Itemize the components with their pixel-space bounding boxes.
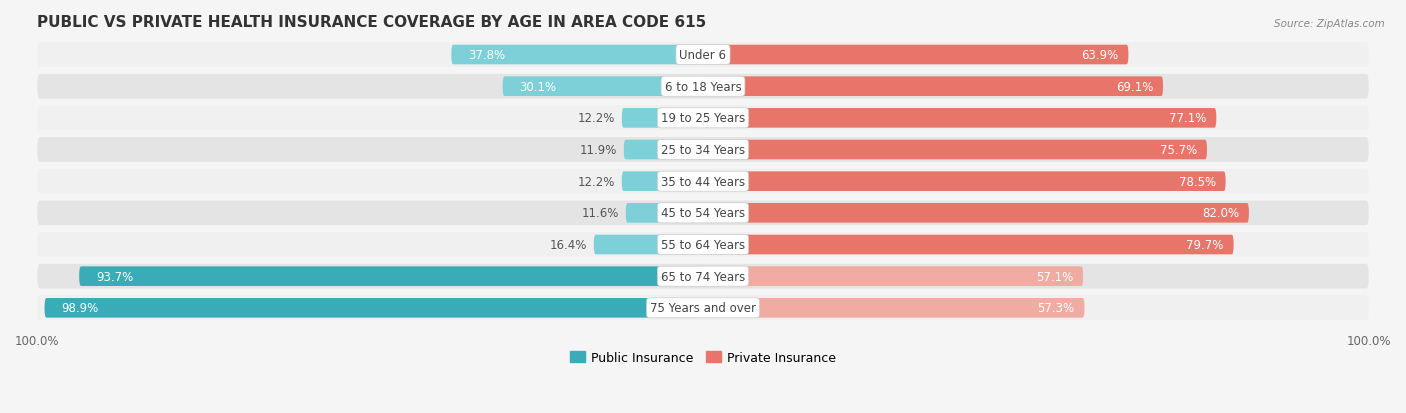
Text: 82.0%: 82.0% bbox=[1202, 207, 1239, 220]
Text: 69.1%: 69.1% bbox=[1116, 81, 1153, 93]
FancyBboxPatch shape bbox=[626, 204, 703, 223]
FancyBboxPatch shape bbox=[703, 45, 1129, 65]
FancyBboxPatch shape bbox=[703, 77, 1163, 97]
FancyBboxPatch shape bbox=[37, 106, 1369, 131]
Legend: Public Insurance, Private Insurance: Public Insurance, Private Insurance bbox=[565, 346, 841, 369]
FancyBboxPatch shape bbox=[37, 43, 1369, 68]
FancyBboxPatch shape bbox=[703, 267, 1083, 286]
Text: 75.7%: 75.7% bbox=[1160, 144, 1197, 157]
FancyBboxPatch shape bbox=[37, 75, 1369, 99]
Text: 11.6%: 11.6% bbox=[582, 207, 619, 220]
FancyBboxPatch shape bbox=[502, 77, 703, 97]
FancyBboxPatch shape bbox=[624, 140, 703, 160]
Text: 79.7%: 79.7% bbox=[1187, 238, 1223, 252]
FancyBboxPatch shape bbox=[703, 298, 1084, 318]
Text: 11.9%: 11.9% bbox=[579, 144, 617, 157]
FancyBboxPatch shape bbox=[45, 298, 703, 318]
Text: 12.2%: 12.2% bbox=[578, 175, 614, 188]
Text: 65 to 74 Years: 65 to 74 Years bbox=[661, 270, 745, 283]
Text: 19 to 25 Years: 19 to 25 Years bbox=[661, 112, 745, 125]
Text: 63.9%: 63.9% bbox=[1081, 49, 1118, 62]
FancyBboxPatch shape bbox=[37, 296, 1369, 320]
Text: 37.8%: 37.8% bbox=[468, 49, 505, 62]
Text: 77.1%: 77.1% bbox=[1168, 112, 1206, 125]
Text: 55 to 64 Years: 55 to 64 Years bbox=[661, 238, 745, 252]
Text: PUBLIC VS PRIVATE HEALTH INSURANCE COVERAGE BY AGE IN AREA CODE 615: PUBLIC VS PRIVATE HEALTH INSURANCE COVER… bbox=[37, 15, 706, 30]
FancyBboxPatch shape bbox=[703, 235, 1233, 255]
Text: 25 to 34 Years: 25 to 34 Years bbox=[661, 144, 745, 157]
Text: Under 6: Under 6 bbox=[679, 49, 727, 62]
Text: Source: ZipAtlas.com: Source: ZipAtlas.com bbox=[1274, 19, 1385, 28]
Text: 35 to 44 Years: 35 to 44 Years bbox=[661, 175, 745, 188]
Text: 98.9%: 98.9% bbox=[62, 301, 98, 315]
Text: 16.4%: 16.4% bbox=[550, 238, 588, 252]
FancyBboxPatch shape bbox=[451, 45, 703, 65]
FancyBboxPatch shape bbox=[703, 140, 1206, 160]
Text: 12.2%: 12.2% bbox=[578, 112, 614, 125]
FancyBboxPatch shape bbox=[79, 267, 703, 286]
Text: 57.3%: 57.3% bbox=[1038, 301, 1074, 315]
FancyBboxPatch shape bbox=[37, 201, 1369, 225]
Text: 57.1%: 57.1% bbox=[1036, 270, 1073, 283]
FancyBboxPatch shape bbox=[37, 169, 1369, 194]
FancyBboxPatch shape bbox=[593, 235, 703, 255]
Text: 75 Years and over: 75 Years and over bbox=[650, 301, 756, 315]
Text: 45 to 54 Years: 45 to 54 Years bbox=[661, 207, 745, 220]
Text: 30.1%: 30.1% bbox=[519, 81, 557, 93]
FancyBboxPatch shape bbox=[703, 172, 1226, 192]
FancyBboxPatch shape bbox=[703, 109, 1216, 128]
FancyBboxPatch shape bbox=[37, 264, 1369, 289]
FancyBboxPatch shape bbox=[621, 172, 703, 192]
Text: 78.5%: 78.5% bbox=[1178, 175, 1216, 188]
Text: 6 to 18 Years: 6 to 18 Years bbox=[665, 81, 741, 93]
FancyBboxPatch shape bbox=[703, 204, 1249, 223]
FancyBboxPatch shape bbox=[37, 138, 1369, 162]
FancyBboxPatch shape bbox=[621, 109, 703, 128]
FancyBboxPatch shape bbox=[37, 233, 1369, 257]
Text: 93.7%: 93.7% bbox=[96, 270, 134, 283]
